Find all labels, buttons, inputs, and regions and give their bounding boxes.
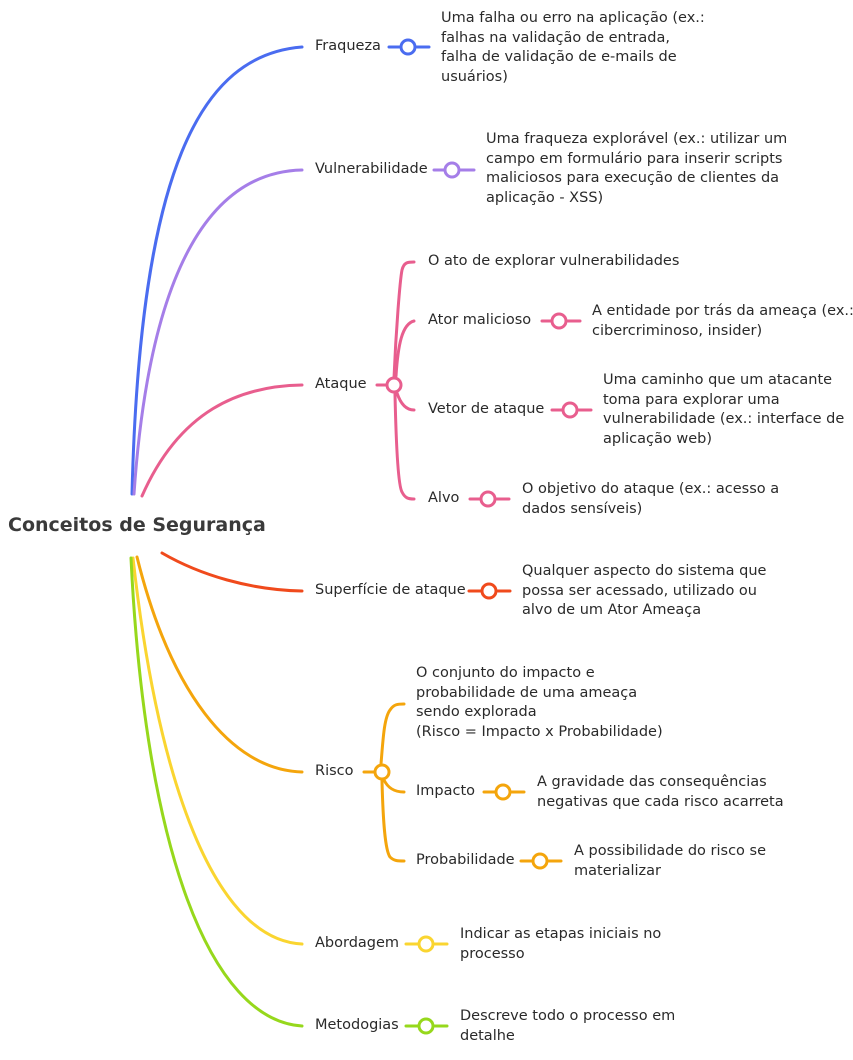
edge-ataque <box>140 383 304 498</box>
desc-line: O conjunto do impacto e <box>416 665 595 681</box>
risco-direct-description: O conjunto do impacto e probabilidade de… <box>416 664 663 742</box>
node-ataque-icon[interactable] <box>385 376 403 394</box>
ataque-direct-description: O ato de explorar vulnerabilidades <box>428 253 680 269</box>
desc-line: dados sensíveis) <box>522 500 643 517</box>
superficie-description: Qualquer aspecto do sistema que possa se… <box>522 562 766 621</box>
edge-ator-malicioso <box>394 319 416 378</box>
node-vulnerabilidade-icon[interactable] <box>443 161 461 179</box>
desc-line: processo <box>460 945 525 962</box>
fraqueza-description: Uma falha ou erro na aplicação (ex.: fal… <box>441 9 705 87</box>
node-alvo-label[interactable]: Alvo <box>428 490 460 506</box>
desc-line: vulnerabilidade (ex.: interface de <box>603 411 845 427</box>
desc-line: sendo explorada <box>416 704 537 720</box>
desc-line: Qualquer aspecto do sistema que <box>522 563 767 579</box>
desc-line: (Risco = Impacto x Probabilidade) <box>416 723 663 740</box>
desc-line: A gravidade das consequências <box>537 774 767 790</box>
root-title[interactable]: Conceitos de Segurança <box>8 514 266 536</box>
node-ator-malicioso-icon[interactable] <box>550 312 568 330</box>
desc-line: cibercriminoso, insider) <box>592 322 763 339</box>
node-risco-label[interactable]: Risco <box>315 763 354 779</box>
node-superficie-label[interactable]: Superfície de ataque <box>315 582 466 598</box>
desc-line: possa ser acessado, utilizado ou <box>522 582 757 599</box>
desc-line: alvo de um Ator Ameaça <box>522 602 702 618</box>
node-fraqueza-icon[interactable] <box>399 38 417 56</box>
desc-line: falhas na validação de entrada, <box>441 29 670 46</box>
desc-line: Descreve todo o processo em <box>460 1008 676 1024</box>
desc-line: aplicação web) <box>603 430 712 447</box>
desc-line: aplicação - XSS) <box>486 189 604 206</box>
node-abordagem-label[interactable]: Abordagem <box>315 935 400 951</box>
desc-line: toma para explorar uma <box>603 391 780 408</box>
node-metodologias-label[interactable]: Metodogias <box>315 1017 399 1033</box>
node-abordagem-icon[interactable] <box>417 935 435 953</box>
edge-fraqueza <box>130 45 304 496</box>
desc-line: Uma caminho que um atacante <box>603 372 833 388</box>
node-superficie-icon[interactable] <box>480 582 498 600</box>
ator-malicioso-description: A entidade por trás da ameaça (ex.: cibe… <box>592 302 853 341</box>
edge-metodologias <box>129 556 304 1028</box>
edge-ataque-direct <box>392 260 416 380</box>
node-vetor-ataque-label[interactable]: Vetor de ataque <box>428 401 545 417</box>
node-vetor-ataque-icon[interactable] <box>561 401 579 419</box>
edge-impacto <box>382 778 406 794</box>
desc-line: maliciosos para execução de clientes da <box>486 170 780 186</box>
desc-line: Uma fraqueza explorável (ex.: utilizar u… <box>486 131 788 147</box>
edge-probabilidade <box>380 779 406 863</box>
impacto-description: A gravidade das consequências negativas … <box>537 773 784 812</box>
desc-line: falha de validação de e-mails de <box>441 49 677 65</box>
edge-vetor-ataque <box>395 391 416 412</box>
vulnerabilidade-description: Uma fraqueza explorável (ex.: utilizar u… <box>486 130 787 208</box>
vetor-ataque-description: Uma caminho que um atacante toma para ex… <box>603 371 844 449</box>
node-probabilidade-label[interactable]: Probabilidade <box>416 852 515 868</box>
desc-line: usuários) <box>441 68 508 85</box>
desc-line: Indicar as etapas iniciais no <box>460 926 662 942</box>
node-probabilidade-icon[interactable] <box>531 852 549 870</box>
node-vulnerabilidade-label[interactable]: Vulnerabilidade <box>315 161 428 177</box>
desc-line: O objetivo do ataque (ex.: acesso a <box>522 481 780 497</box>
desc-line: A possibilidade do risco se <box>574 843 767 859</box>
node-impacto-icon[interactable] <box>494 783 512 801</box>
edge-abordagem <box>131 556 304 946</box>
edge-vulnerabilidade <box>132 168 304 496</box>
edge-risco-direct <box>379 702 406 766</box>
node-risco-icon[interactable] <box>373 763 391 781</box>
desc-line: A entidade por trás da ameaça (ex.: <box>592 303 853 319</box>
node-impacto-label[interactable]: Impacto <box>416 783 476 799</box>
desc-line: probabilidade de uma ameaça <box>416 684 638 701</box>
abordagem-description: Indicar as etapas iniciais no processo <box>460 925 661 964</box>
node-ataque-label[interactable]: Ataque <box>315 376 367 392</box>
node-fraqueza-label[interactable]: Fraqueza <box>315 38 381 54</box>
desc-line: materializar <box>574 862 662 879</box>
edge-superficie <box>160 551 304 593</box>
node-metodologias-icon[interactable] <box>417 1017 435 1035</box>
desc-line: negativas que cada risco acarreta <box>537 793 784 810</box>
edge-alvo <box>393 392 416 501</box>
desc-line: detalhe <box>460 1027 515 1044</box>
node-alvo-icon[interactable] <box>479 490 497 508</box>
alvo-description: O objetivo do ataque (ex.: acesso a dado… <box>522 480 779 519</box>
desc-line: campo em formulário para inserir scripts <box>486 150 783 167</box>
desc-line: Uma falha ou erro na aplicação (ex.: <box>441 10 705 26</box>
edge-risco <box>135 555 304 774</box>
node-ator-malicioso-label[interactable]: Ator malicioso <box>428 312 532 328</box>
metodologias-description: Descreve todo o processo em detalhe <box>460 1007 675 1046</box>
probabilidade-description: A possibilidade do risco se materializar <box>574 842 766 881</box>
